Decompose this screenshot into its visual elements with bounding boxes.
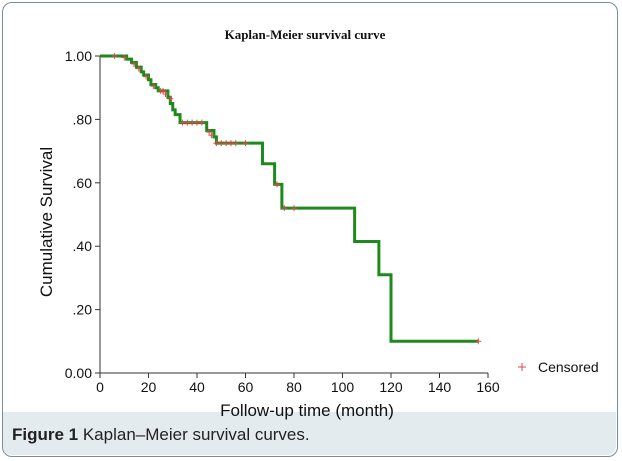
censor-mark xyxy=(198,119,205,126)
censor-marks xyxy=(111,53,482,345)
x-tick-label: 140 xyxy=(428,379,452,395)
censor-mark xyxy=(232,140,239,147)
x-tick-label: 60 xyxy=(238,379,254,395)
x-tick-label: 80 xyxy=(286,379,302,395)
censor-mark xyxy=(206,129,213,136)
censor-mark xyxy=(281,205,288,212)
censor-mark xyxy=(162,91,169,98)
y-axis-label: Cumulative Survival xyxy=(37,147,56,297)
x-tick-label: 160 xyxy=(476,379,500,395)
caption-area xyxy=(3,412,616,455)
censor-mark xyxy=(242,140,249,147)
x-axis-label: Follow-up time (month) xyxy=(220,401,394,420)
censor-mark xyxy=(208,132,215,139)
y-tick-label: .40 xyxy=(73,238,93,254)
y-tick-label: .80 xyxy=(73,111,93,127)
censor-mark xyxy=(121,54,128,61)
x-tick-label: 100 xyxy=(331,379,355,395)
legend: Censored xyxy=(518,359,599,375)
y-tick-label: 0.00 xyxy=(65,365,92,381)
x-tick-label: 120 xyxy=(379,379,403,395)
axes xyxy=(99,56,488,374)
censor-mark xyxy=(143,73,150,80)
figure-frame xyxy=(2,2,618,457)
censor-mark xyxy=(130,60,137,67)
figure-caption-text: Kaplan–Meier survival curves. xyxy=(78,425,310,444)
survival-curve xyxy=(100,54,479,343)
censor-mark xyxy=(111,53,118,59)
ticks: 0.00 .20 .40 .60 .80 1.00 0 20 40 60 80 100 120 140 16… xyxy=(65,48,500,395)
censor-mark xyxy=(150,83,157,90)
x-tick-label: 20 xyxy=(141,379,157,395)
censor-mark xyxy=(274,181,281,188)
censor-mark xyxy=(167,95,174,102)
x-tick-label: 0 xyxy=(96,379,104,395)
chart-title: Kaplan-Meier survival curve xyxy=(225,27,386,42)
figure-number: Figure 1 xyxy=(12,425,79,444)
censor-mark xyxy=(475,338,482,345)
y-tick-label: .20 xyxy=(73,302,93,318)
y-tick-label: .60 xyxy=(73,175,93,191)
figure-caption: Figure 1 Kaplan–Meier survival curves. xyxy=(12,425,310,445)
legend-label: Censored xyxy=(538,359,599,375)
censor-mark xyxy=(135,65,142,72)
x-tick-label: 40 xyxy=(189,379,205,395)
censor-mark xyxy=(160,87,167,94)
y-tick-label: 1.00 xyxy=(65,48,92,64)
censor-mark xyxy=(291,205,297,212)
